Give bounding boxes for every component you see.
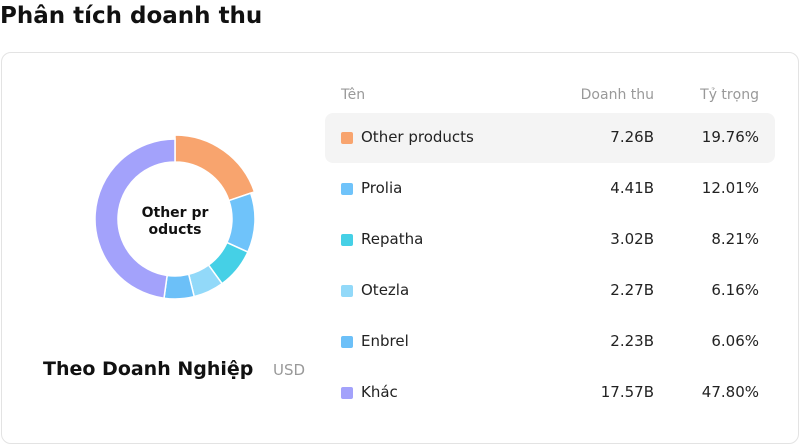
donut-slice (94, 138, 176, 300)
donut-slice (225, 192, 256, 254)
row-revenue: 7.26B (610, 128, 654, 146)
row-share: 47.80% (701, 383, 759, 401)
row-name: Enbrel (361, 332, 409, 350)
legend-swatch (341, 387, 353, 399)
row-name: Other products (361, 128, 474, 146)
legend-swatch (341, 336, 353, 348)
row-highlight (325, 113, 775, 163)
donut-slice (174, 134, 256, 202)
row-name: Repatha (361, 230, 424, 248)
subtitle: Theo Doanh Nghiệp (43, 358, 254, 380)
donut-slice (163, 273, 196, 300)
row-name: Otezla (361, 281, 410, 299)
row-revenue: 3.02B (610, 230, 654, 248)
column-header: Tên (341, 87, 366, 103)
legend-swatch (341, 234, 353, 246)
row-share: 6.16% (711, 281, 759, 299)
center-label: Other products (141, 205, 209, 238)
column-header: Tỷ trọng (700, 87, 759, 103)
row-share: 12.01% (701, 179, 759, 197)
legend-swatch (341, 183, 353, 195)
row-name: Khác (361, 383, 398, 401)
row-share: 19.76% (701, 128, 759, 146)
legend-swatch (341, 285, 353, 297)
row-name: Prolia (361, 179, 403, 197)
row-revenue: 2.23B (610, 332, 654, 350)
unit: USD (273, 361, 306, 379)
page-title: Phân tích doanh thu (0, 3, 263, 29)
row-revenue: 17.57B (600, 383, 654, 401)
row-revenue: 2.27B (610, 281, 654, 299)
row-share: 6.06% (711, 332, 759, 350)
column-header: Doanh thu (580, 87, 654, 103)
row-revenue: 4.41B (610, 179, 654, 197)
legend-swatch (341, 132, 353, 144)
row-share: 8.21% (711, 230, 759, 248)
